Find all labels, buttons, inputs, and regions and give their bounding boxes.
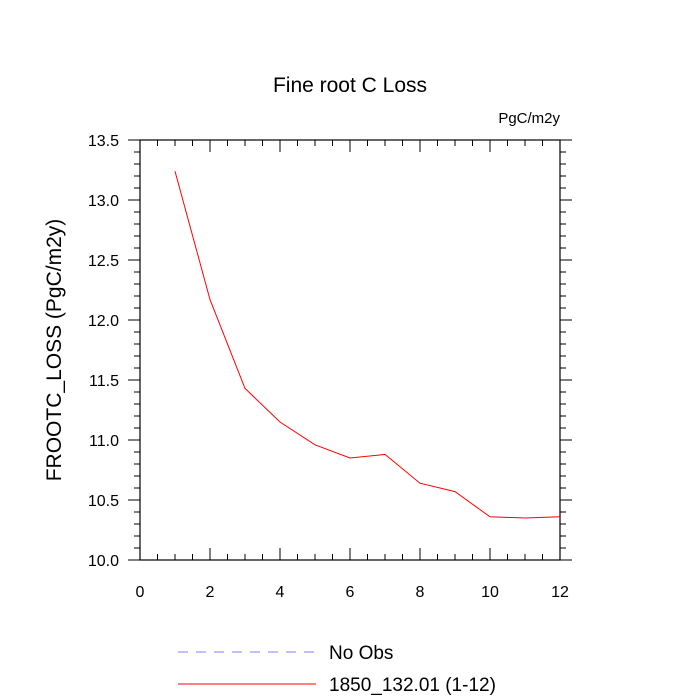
y-axis-label: FROOTC_LOSS (PgC/m2y) (43, 219, 66, 482)
x-tick-label: 4 (276, 584, 285, 601)
legend-label: 1850_132.01 (1-12) (329, 675, 496, 696)
y-tick-label: 10.5 (88, 493, 119, 510)
y-tick-label: 12.0 (88, 313, 119, 330)
y-tick-label: 11.5 (89, 373, 119, 390)
x-tick-label: 6 (346, 584, 355, 601)
legend: No Obs 1850_132.01 (1-12) (178, 643, 496, 696)
x-tick-label: 2 (206, 584, 215, 601)
x-tick-label: 10 (481, 584, 499, 601)
series-line-0 (174, 171, 561, 519)
x-tick-label: 8 (416, 584, 425, 601)
series-layer (174, 171, 561, 519)
plot-frame (139, 139, 561, 561)
y-tick-label: 11.0 (89, 433, 119, 450)
units-label: PgC/m2y (498, 110, 560, 127)
legend-label: No Obs (329, 643, 393, 664)
axis-ticks (128, 139, 572, 561)
chart-title: Fine root C Loss (273, 74, 427, 97)
y-tick-label: 13.5 (88, 133, 119, 150)
axis-tick-labels: 0 2 4 6 8 10 12 10.0 10.5 11.0 11.5 12.0 12.5 13.0 13.… (88, 133, 569, 601)
y-tick-label: 13.0 (88, 193, 119, 210)
x-tick-label: 0 (136, 584, 145, 601)
y-tick-label: 10.0 (88, 553, 119, 570)
x-tick-label: 12 (551, 584, 569, 601)
y-tick-label: 12.5 (88, 253, 119, 270)
